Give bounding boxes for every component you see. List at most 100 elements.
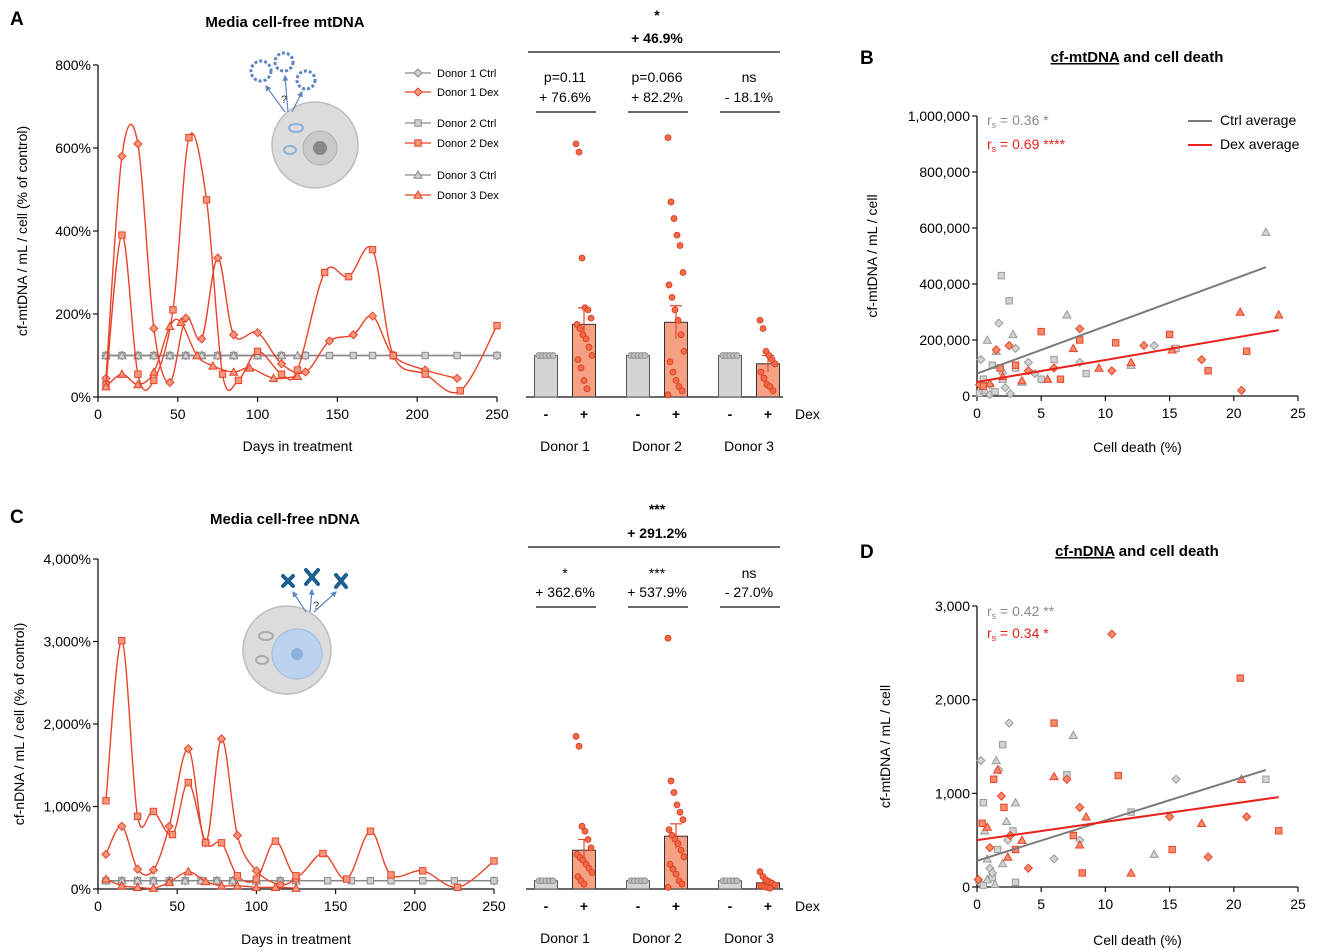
data-point — [367, 311, 378, 321]
group-stat-significance: p=0.066 — [632, 69, 683, 85]
x-tick-label: 100 — [246, 406, 270, 422]
data-point — [132, 882, 143, 892]
dex-point — [1050, 719, 1058, 727]
panel-c-series — [101, 636, 499, 892]
dex-point — [1235, 306, 1246, 316]
legend-label: Donor 3 Dex — [437, 190, 499, 202]
condition-plus: + — [672, 898, 680, 914]
data-point — [208, 360, 218, 370]
data-point — [134, 370, 142, 378]
x-tick-label: 15 — [1162, 405, 1178, 421]
ctrl-point — [994, 318, 1004, 328]
data-point — [180, 875, 190, 885]
rs-ctrl-annotation: rs = 0.36 * — [987, 112, 1049, 130]
data-point — [456, 387, 464, 395]
ctrl-point — [549, 352, 557, 359]
ctrl-point — [1261, 227, 1271, 236]
dex-point — [581, 827, 589, 835]
dex-point — [587, 844, 595, 852]
donor-label: Donor 1 — [540, 438, 590, 454]
data-point — [344, 272, 353, 281]
legend-entry: Donor 2 Ctrl — [405, 118, 496, 130]
dex-point — [1111, 339, 1120, 347]
ctrl-point — [1004, 718, 1014, 728]
ctrl-point — [1171, 774, 1181, 784]
data-point — [164, 350, 175, 360]
group-stat-significance: p=0.11 — [544, 69, 586, 85]
x-tick-label: 200 — [406, 406, 430, 422]
dex-point — [665, 826, 673, 833]
dex-point — [760, 374, 768, 382]
panel-d-axes: 0 1,000 2,000 3,000 0 5 10 15 20 25 Cell death (%)… — [877, 598, 1306, 948]
data-point — [251, 866, 262, 876]
x-tick-label: 25 — [1290, 896, 1306, 912]
legend-label: Donor 1 Ctrl — [437, 68, 496, 80]
dex-point — [1078, 869, 1086, 877]
dex-point — [680, 347, 688, 355]
data-point — [202, 839, 210, 847]
data-point — [232, 830, 243, 841]
legend-marker — [414, 139, 422, 147]
panel-a: A Media cell-free mtDNA 0% 200% 400% 600% 80… — [10, 9, 509, 454]
y-tick-label: 1,000% — [44, 799, 91, 815]
dex-point — [664, 883, 672, 891]
dex-point — [667, 198, 675, 206]
dex-point — [1023, 863, 1034, 873]
dex-point — [583, 385, 591, 393]
x-tick-label: 150 — [324, 898, 348, 914]
panel-b: B cf-mtDNA and cell death 0 200,000 400,00… — [860, 48, 1306, 455]
data-point — [168, 830, 177, 839]
ctrl-point — [979, 375, 988, 383]
data-point — [291, 883, 301, 892]
dex-label: Dex — [795, 898, 820, 914]
condition-minus: - — [636, 898, 641, 914]
dex-point — [1165, 330, 1174, 339]
group-stat-significance: * — [562, 565, 568, 581]
dex-point — [680, 853, 688, 861]
dex-point — [665, 281, 673, 289]
series-donor-2-dex — [102, 132, 501, 395]
dex-point — [664, 634, 672, 642]
data-point — [118, 636, 126, 645]
x-axis-label: Cell death (%) — [1093, 932, 1182, 948]
dex-point — [1000, 803, 1008, 812]
data-point — [218, 370, 227, 378]
legend-label: Donor 2 Dex — [437, 138, 499, 150]
data-point — [101, 381, 111, 391]
y-tick-label: 3,000% — [44, 634, 91, 650]
series-donor-3-dex — [101, 317, 303, 391]
ctrl-point — [991, 755, 1002, 765]
dex-point — [674, 316, 682, 324]
ctrl-point — [979, 385, 990, 395]
dex-point — [574, 356, 582, 364]
data-point — [270, 882, 281, 892]
y-axis-label: cf-mtDNA / mL / cell — [877, 685, 893, 808]
panel-d-title-underlined: cf-nDNA — [1055, 543, 1115, 560]
dex-point — [973, 874, 983, 885]
data-point — [132, 864, 143, 874]
condition-minus: - — [544, 898, 549, 914]
dex-point — [588, 869, 596, 876]
dex-point — [678, 387, 686, 395]
dex-point — [670, 215, 678, 222]
x-tick-label: 10 — [1098, 896, 1114, 912]
dex-point — [575, 148, 583, 156]
y-tick-label: 0 — [962, 388, 970, 404]
condition-plus: + — [672, 406, 680, 422]
panel-b-axes: 0 200,000 400,000 600,000 800,000 1,000,000 0 5… — [864, 108, 1306, 455]
ctrl-point — [990, 879, 1000, 888]
data-point — [133, 379, 143, 389]
dex-point — [1017, 375, 1027, 385]
panel-d-title: cf-nDNA and cell death — [1055, 543, 1219, 560]
y-axis-label: cf-mtDNA / mL / cell — [864, 194, 880, 317]
panel-a-series — [101, 123, 502, 395]
panel-a-axes: 0% 200% 400% 600% 800% 0 50 100 150 200 250 Days in… — [14, 57, 509, 454]
dex-point — [1273, 309, 1284, 319]
data-point — [180, 350, 191, 360]
data-point — [348, 330, 359, 340]
dex-point — [1236, 674, 1244, 682]
x-tick-label: 250 — [485, 406, 509, 422]
legend-marker — [413, 189, 423, 199]
overall-stat-change: + 291.2% — [627, 525, 687, 541]
dex-point — [584, 836, 592, 843]
